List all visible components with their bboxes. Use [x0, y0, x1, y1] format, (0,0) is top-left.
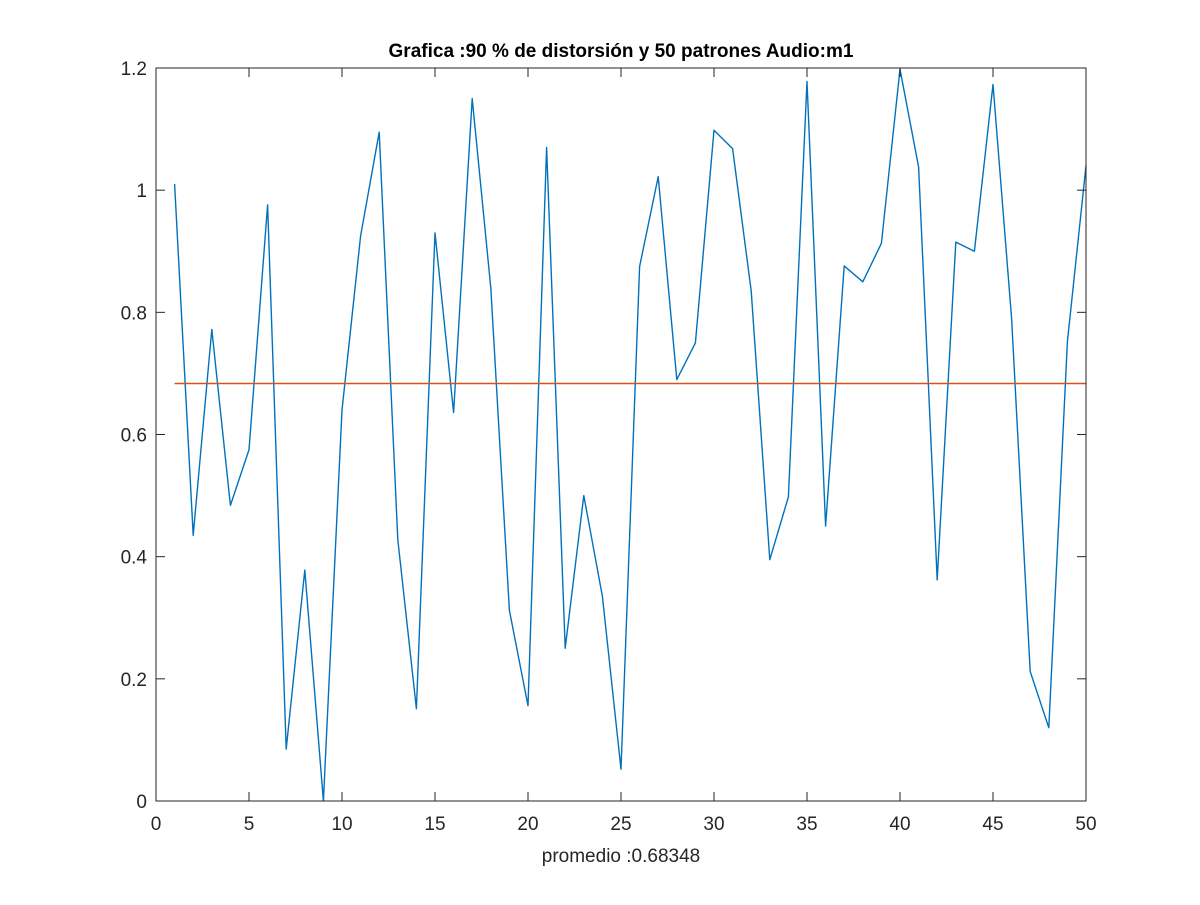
chart-title: Grafica :90 % de distorsión y 50 patrone…: [389, 41, 854, 62]
x-tick-label: 30: [703, 814, 724, 835]
plot-area: [156, 68, 1086, 801]
x-tick-label: 5: [244, 814, 255, 835]
x-tick-label: 15: [424, 814, 445, 835]
y-tick-label: 0.2: [121, 670, 147, 691]
series-line-1: [173, 68, 1087, 802]
x-tick-label: 40: [889, 814, 910, 835]
x-tick-label: 50: [1075, 814, 1096, 835]
y-tick-label: 1.2: [121, 59, 147, 80]
x-tick-label: 0: [151, 814, 162, 835]
x-axis-label: promedio :0.68348: [542, 846, 700, 867]
x-tick-label: 35: [796, 814, 817, 835]
x-tick-label: 20: [517, 814, 538, 835]
y-tick-label: 0: [136, 792, 147, 813]
series-layer: [173, 68, 1087, 802]
x-tick-label: 45: [982, 814, 1003, 835]
x-tick-label: 10: [331, 814, 352, 835]
axes-layer: 0 5 10 15 20 25 30 35 40 45 50 0 0.2 0.4 0.6 0.8 1 1.2: [121, 59, 1097, 835]
x-tick-label: 25: [610, 814, 631, 835]
y-tick-label: 0.8: [121, 303, 147, 324]
y-tick-label: 0.6: [121, 426, 147, 447]
y-tick-label: 0.4: [121, 548, 148, 569]
y-tick-label: 1: [136, 181, 147, 202]
